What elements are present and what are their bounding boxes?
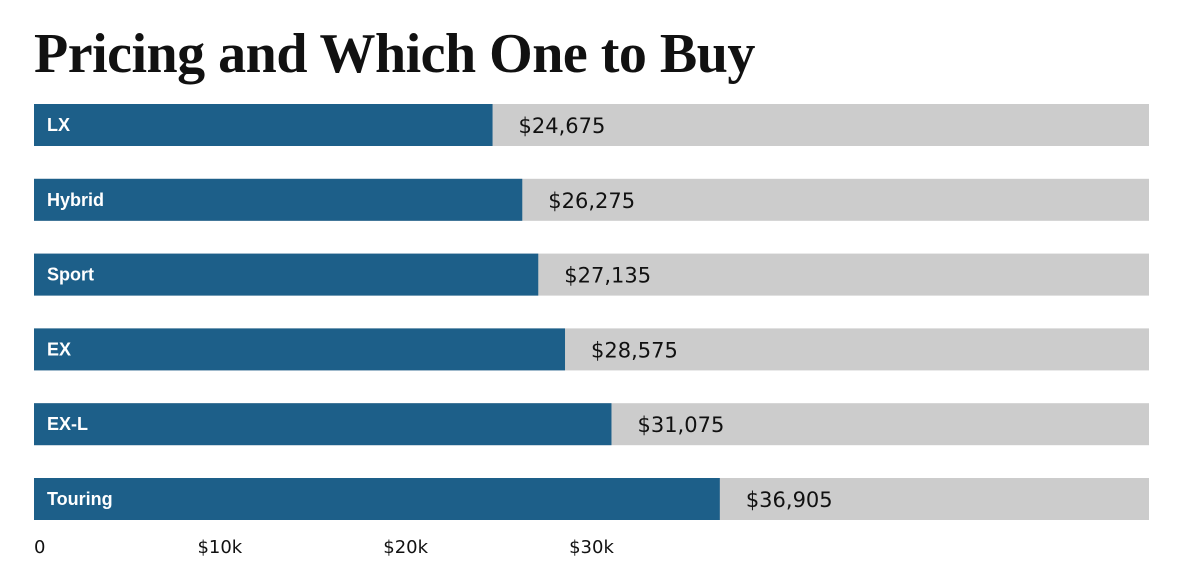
x-tick-label: $20k xyxy=(383,537,428,558)
bar xyxy=(34,253,539,296)
bar xyxy=(34,403,612,446)
bar-value-label: $28,575 xyxy=(591,338,678,362)
bar xyxy=(34,178,523,221)
bar-value-label: $31,075 xyxy=(637,413,724,437)
bar xyxy=(34,104,493,146)
chart-title: Pricing and Which One to Buy xyxy=(34,23,755,85)
bar xyxy=(34,328,566,371)
bar-value-label: $26,275 xyxy=(548,189,635,213)
bar-category-label: Hybrid xyxy=(47,190,104,210)
bar-category-label: LX xyxy=(47,115,70,135)
bar-category-label: EX xyxy=(47,339,71,359)
bar xyxy=(34,478,720,520)
x-tick-label: $30k xyxy=(569,537,614,558)
bar-value-label: $36,905 xyxy=(746,488,833,512)
bar-category-label: Touring xyxy=(47,489,113,509)
x-tick-label: 0 xyxy=(34,537,45,558)
bar-value-label: $27,135 xyxy=(564,264,651,288)
x-tick-label: $10k xyxy=(197,537,242,558)
bar-value-label: $24,675 xyxy=(519,114,606,138)
bar-category-label: Sport xyxy=(47,265,94,285)
bar-category-label: EX-L xyxy=(47,414,88,434)
